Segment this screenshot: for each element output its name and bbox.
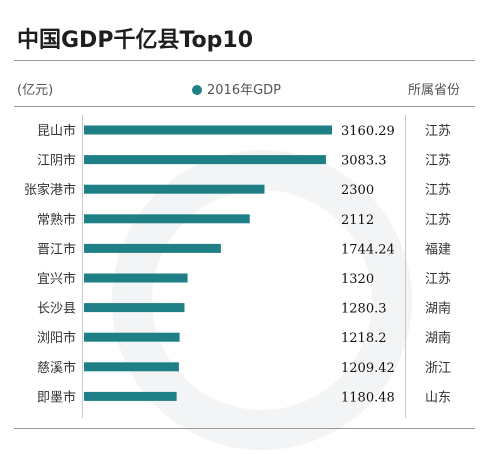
bar (84, 303, 185, 313)
category-label: 晋江市 (37, 241, 76, 257)
bottom-divider (14, 428, 475, 429)
legend-swatch (192, 85, 202, 95)
bar (84, 125, 332, 135)
bar (84, 391, 177, 401)
value-label: 1280.3 (341, 302, 387, 317)
province-label: 江苏 (425, 212, 451, 228)
category-label: 浏阳市 (37, 330, 76, 346)
category-label: 常熟市 (37, 212, 76, 228)
legend-label: 2016年GDP (207, 83, 282, 98)
value-label: 3083.3 (341, 154, 387, 169)
value-label: 1180.48 (341, 390, 395, 405)
bar (84, 243, 221, 253)
value-label: 1209.42 (341, 361, 395, 376)
category-axis-line (82, 115, 83, 418)
province-label: 山东 (425, 390, 451, 405)
value-label: 2112 (341, 213, 374, 228)
category-label: 慈溪市 (37, 360, 76, 376)
category-label: 宜兴市 (37, 271, 76, 287)
province-label: 江苏 (425, 271, 451, 287)
province-header: 所属省份 (408, 83, 461, 98)
category-label: 张家港市 (24, 182, 76, 198)
province-label: 江苏 (425, 123, 451, 139)
top-divider (14, 60, 475, 61)
bar (84, 155, 326, 165)
province-label: 江苏 (425, 153, 451, 169)
bar (84, 184, 265, 194)
category-label: 长沙县 (37, 302, 76, 317)
category-label: 昆山市 (37, 123, 76, 139)
province-label: 湖南 (425, 330, 451, 346)
bar (84, 273, 188, 283)
value-label: 1218.2 (341, 331, 387, 346)
unit-label: (亿元) (17, 83, 54, 98)
chart-title: 中国GDP千亿县Top10 (17, 28, 254, 53)
province-label: 浙江 (425, 361, 451, 376)
bar (84, 214, 250, 224)
header-divider (14, 106, 475, 107)
bar (84, 362, 179, 372)
province-label: 湖南 (425, 301, 451, 317)
legend: 2016年GDP (192, 79, 281, 98)
value-label: 1744.24 (341, 242, 395, 257)
province-label: 江苏 (425, 182, 451, 198)
province-label: 福建 (425, 242, 451, 257)
province-column-divider (405, 115, 406, 418)
value-label: 2300 (341, 183, 374, 198)
value-label: 3160.29 (341, 124, 395, 139)
category-label: 江阴市 (37, 153, 76, 169)
value-label: 1320 (341, 272, 374, 287)
category-label: 即墨市 (37, 389, 76, 405)
bar (84, 332, 180, 342)
